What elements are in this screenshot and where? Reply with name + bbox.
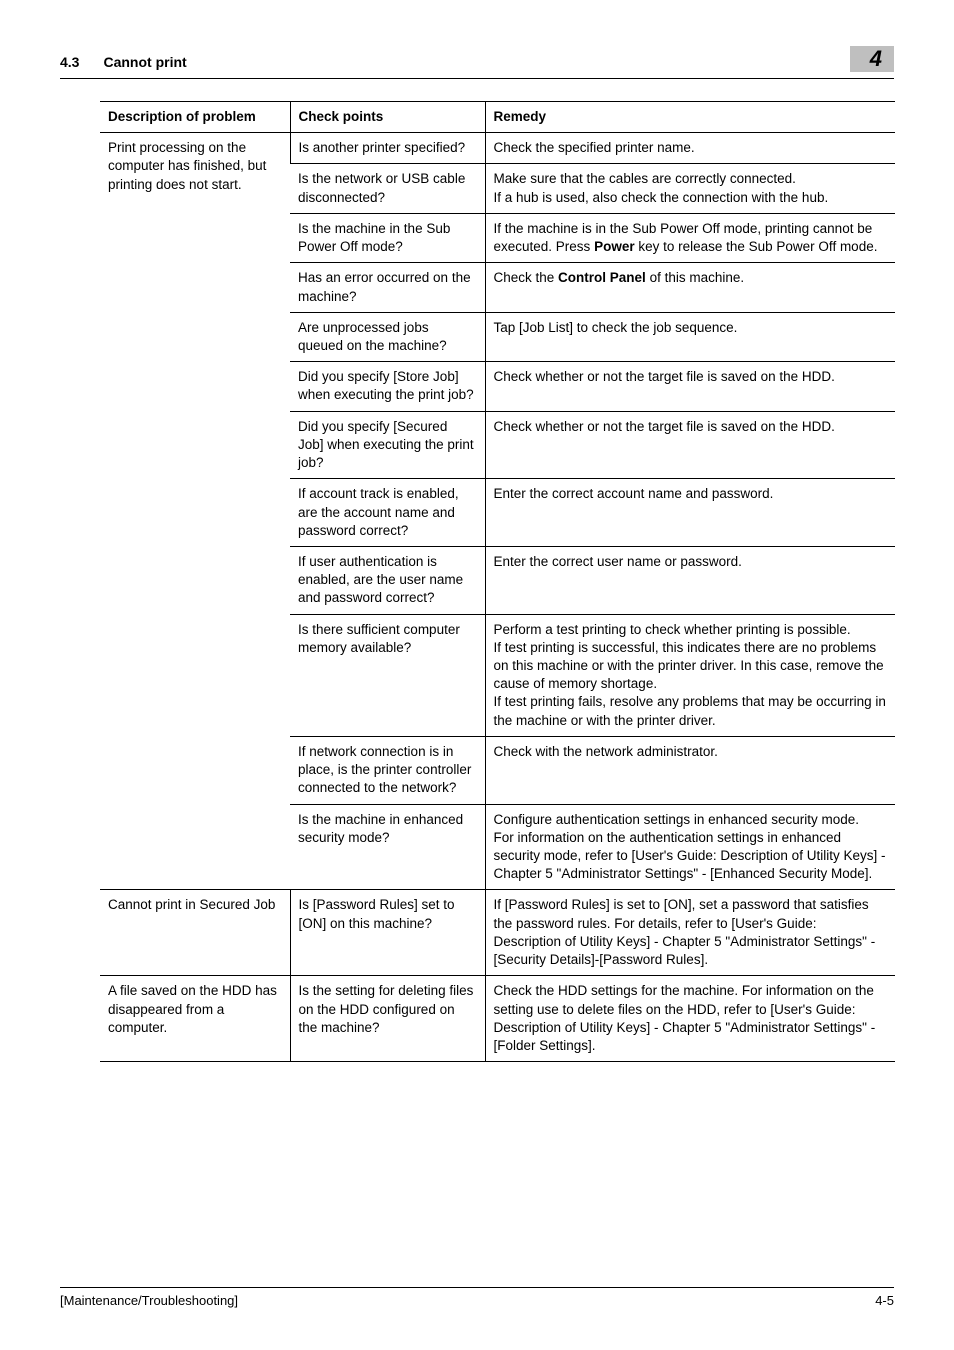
check-point-cell: Is the network or USB cable disconnected… bbox=[290, 164, 485, 213]
check-point-cell: Is the machine in the Sub Power Off mode… bbox=[290, 213, 485, 262]
header-rule bbox=[60, 78, 894, 79]
chapter-number-tab: 4 bbox=[850, 46, 894, 72]
check-point-cell: Is the machine in enhanced security mode… bbox=[290, 804, 485, 890]
footer-doc-title: [Maintenance/Troubleshooting] bbox=[60, 1292, 238, 1310]
check-point-cell: If network connection is in place, is th… bbox=[290, 736, 485, 804]
remedy-cell: If the machine is in the Sub Power Off m… bbox=[485, 213, 895, 262]
column-header-description: Description of problem bbox=[100, 102, 290, 133]
remedy-cell: Check with the network administrator. bbox=[485, 736, 895, 804]
check-point-cell: Has an error occurred on the machine? bbox=[290, 263, 485, 312]
remedy-cell: Make sure that the cables are correctly … bbox=[485, 164, 895, 213]
remedy-cell: Configure authentication settings in enh… bbox=[485, 804, 895, 890]
remedy-cell: If [Password Rules] is set to [ON], set … bbox=[485, 890, 895, 976]
troubleshooting-table: Description of problem Check points Reme… bbox=[100, 101, 895, 1062]
check-point-cell: If account track is enabled, are the acc… bbox=[290, 479, 485, 547]
remedy-cell: Enter the correct user name or password. bbox=[485, 546, 895, 614]
footer-page-number: 4-5 bbox=[875, 1292, 894, 1310]
remedy-cell: Check the Control Panel of this machine. bbox=[485, 263, 895, 312]
page-footer: [Maintenance/Troubleshooting] 4-5 bbox=[60, 1287, 894, 1310]
problem-description-cell: A file saved on the HDD has disappeared … bbox=[100, 976, 290, 1062]
check-point-cell: Are unprocessed jobs queued on the machi… bbox=[290, 312, 485, 361]
remedy-cell: Check whether or not the target file is … bbox=[485, 411, 895, 479]
check-point-cell: Did you specify [Secured Job] when execu… bbox=[290, 411, 485, 479]
section-title: Cannot print bbox=[103, 53, 186, 72]
check-point-cell: If user authentication is enabled, are t… bbox=[290, 546, 485, 614]
check-point-cell: Is the setting for deleting files on the… bbox=[290, 976, 485, 1062]
check-point-cell: Is [Password Rules] set to [ON] on this … bbox=[290, 890, 485, 976]
remedy-cell: Tap [Job List] to check the job sequence… bbox=[485, 312, 895, 361]
column-header-check: Check points bbox=[290, 102, 485, 133]
problem-description-cell: Print processing on the computer has fin… bbox=[100, 133, 290, 890]
page-header: 4.3 Cannot print 4 bbox=[60, 46, 894, 76]
remedy-cell: Check whether or not the target file is … bbox=[485, 362, 895, 411]
remedy-cell: Perform a test printing to check whether… bbox=[485, 614, 895, 736]
check-point-cell: Is there sufficient computer memory avai… bbox=[290, 614, 485, 736]
remedy-cell: Check the specified printer name. bbox=[485, 133, 895, 164]
remedy-cell: Enter the correct account name and passw… bbox=[485, 479, 895, 547]
section-number: 4.3 bbox=[60, 53, 79, 72]
check-point-cell: Did you specify [Store Job] when executi… bbox=[290, 362, 485, 411]
check-point-cell: Is another printer specified? bbox=[290, 133, 485, 164]
remedy-cell: Check the HDD settings for the machine. … bbox=[485, 976, 895, 1062]
problem-description-cell: Cannot print in Secured Job bbox=[100, 890, 290, 976]
column-header-remedy: Remedy bbox=[485, 102, 895, 133]
